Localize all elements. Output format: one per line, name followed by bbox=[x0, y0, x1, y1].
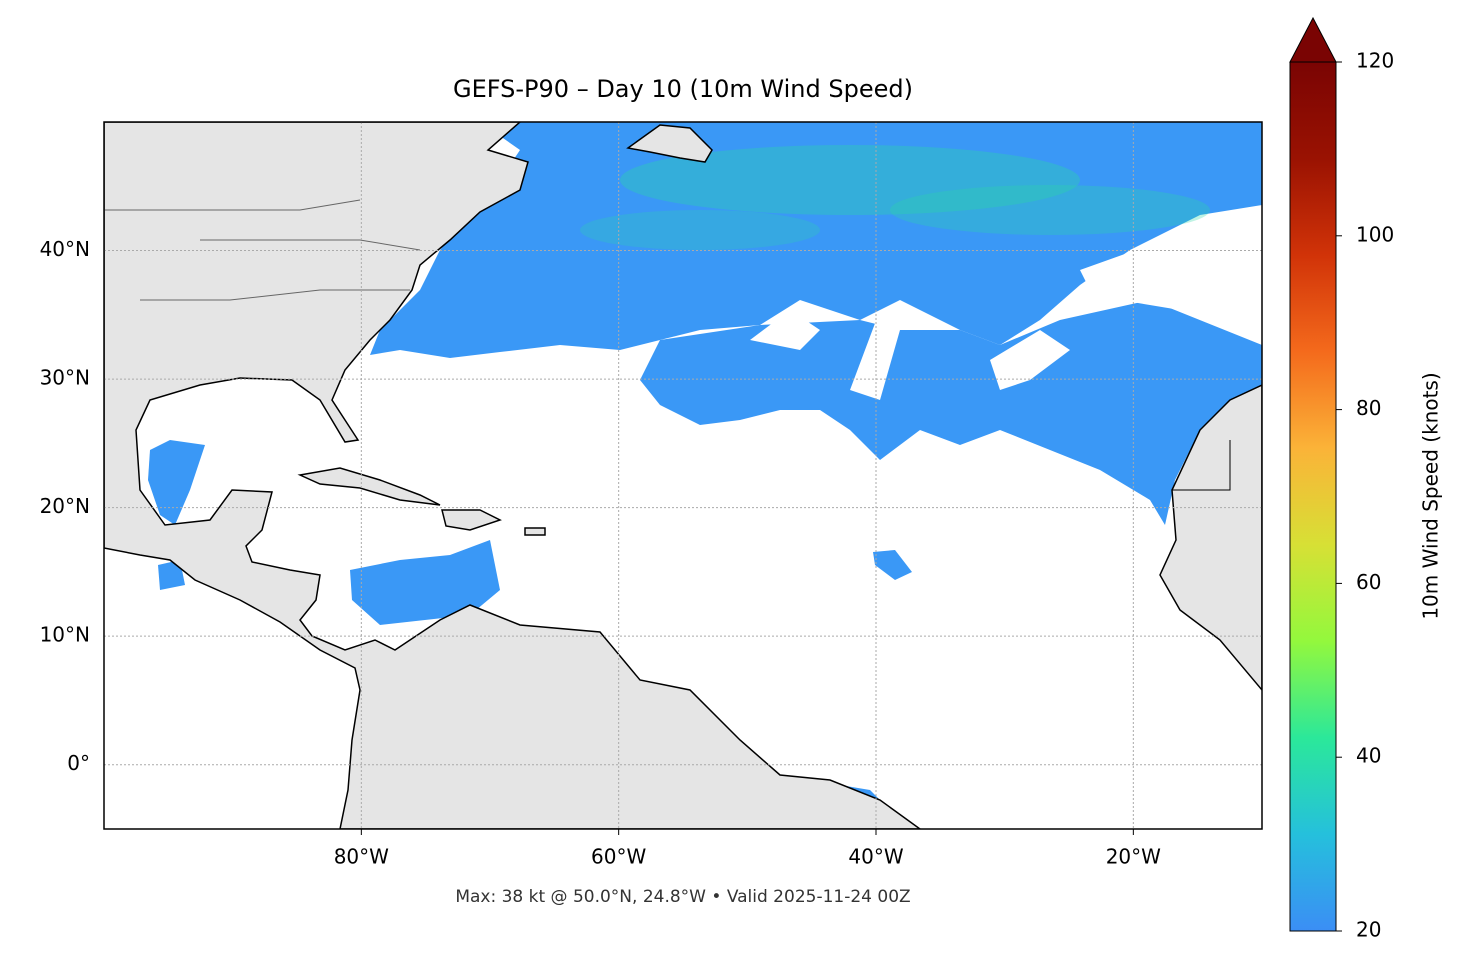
colorbar bbox=[1289, 61, 1337, 932]
wind-region bbox=[640, 300, 1262, 525]
map-layers bbox=[104, 122, 1262, 829]
wind-streak bbox=[580, 210, 820, 250]
border-line bbox=[1172, 440, 1231, 491]
colorbar-tick-label: 20 bbox=[1356, 918, 1381, 942]
colorbar-tick-label: 60 bbox=[1356, 570, 1381, 594]
x-tick-label: 60°W bbox=[591, 845, 646, 869]
newfoundland bbox=[626, 124, 713, 163]
wind-region bbox=[370, 122, 1262, 358]
calm-patch bbox=[990, 330, 1070, 390]
x-tick-label: 20°W bbox=[1106, 845, 1161, 869]
y-tick-label: 30°N bbox=[40, 366, 90, 390]
grid bbox=[104, 122, 1262, 829]
wind-region bbox=[873, 550, 912, 580]
colorbar-tick-label: 80 bbox=[1356, 396, 1381, 420]
y-tick-label: 0° bbox=[67, 751, 90, 775]
border-line bbox=[200, 239, 421, 251]
wind-streak bbox=[620, 145, 1080, 215]
y-tick-label: 20°N bbox=[40, 494, 90, 518]
x-tick-label: 80°W bbox=[334, 845, 389, 869]
wind-field bbox=[148, 122, 1262, 800]
footnote: Max: 38 kt @ 50.0°N, 24.8°W • Valid 2025… bbox=[455, 887, 910, 907]
wind-streak bbox=[890, 185, 1210, 235]
calm-patch bbox=[1080, 225, 1262, 340]
border-line bbox=[140, 289, 410, 301]
land bbox=[104, 122, 1262, 829]
colorbar-tick-label: 100 bbox=[1356, 222, 1394, 246]
colorbar-tick-label: 40 bbox=[1356, 744, 1381, 768]
y-tick-label: 40°N bbox=[40, 237, 90, 261]
calm-patch bbox=[750, 310, 820, 350]
americas bbox=[104, 122, 922, 829]
x-tick-label: 40°W bbox=[848, 845, 903, 869]
wind-region bbox=[350, 540, 500, 625]
wind-region bbox=[148, 440, 205, 525]
hispaniola bbox=[441, 509, 502, 531]
border-line bbox=[104, 199, 361, 211]
calm-patch bbox=[850, 310, 900, 400]
colorbar-label: 10m Wind Speed (knots) bbox=[1419, 372, 1443, 619]
cuba bbox=[297, 467, 441, 506]
map-frame bbox=[103, 121, 1263, 830]
africa bbox=[1159, 384, 1262, 692]
puerto-rico bbox=[524, 527, 546, 536]
colorbar-tick-label: 120 bbox=[1356, 49, 1394, 73]
y-tick-label: 10°N bbox=[40, 623, 90, 647]
colorbar-extend bbox=[1289, 16, 1337, 63]
chart-title: GEFS-P90 – Day 10 (10m Wind Speed) bbox=[453, 75, 913, 103]
